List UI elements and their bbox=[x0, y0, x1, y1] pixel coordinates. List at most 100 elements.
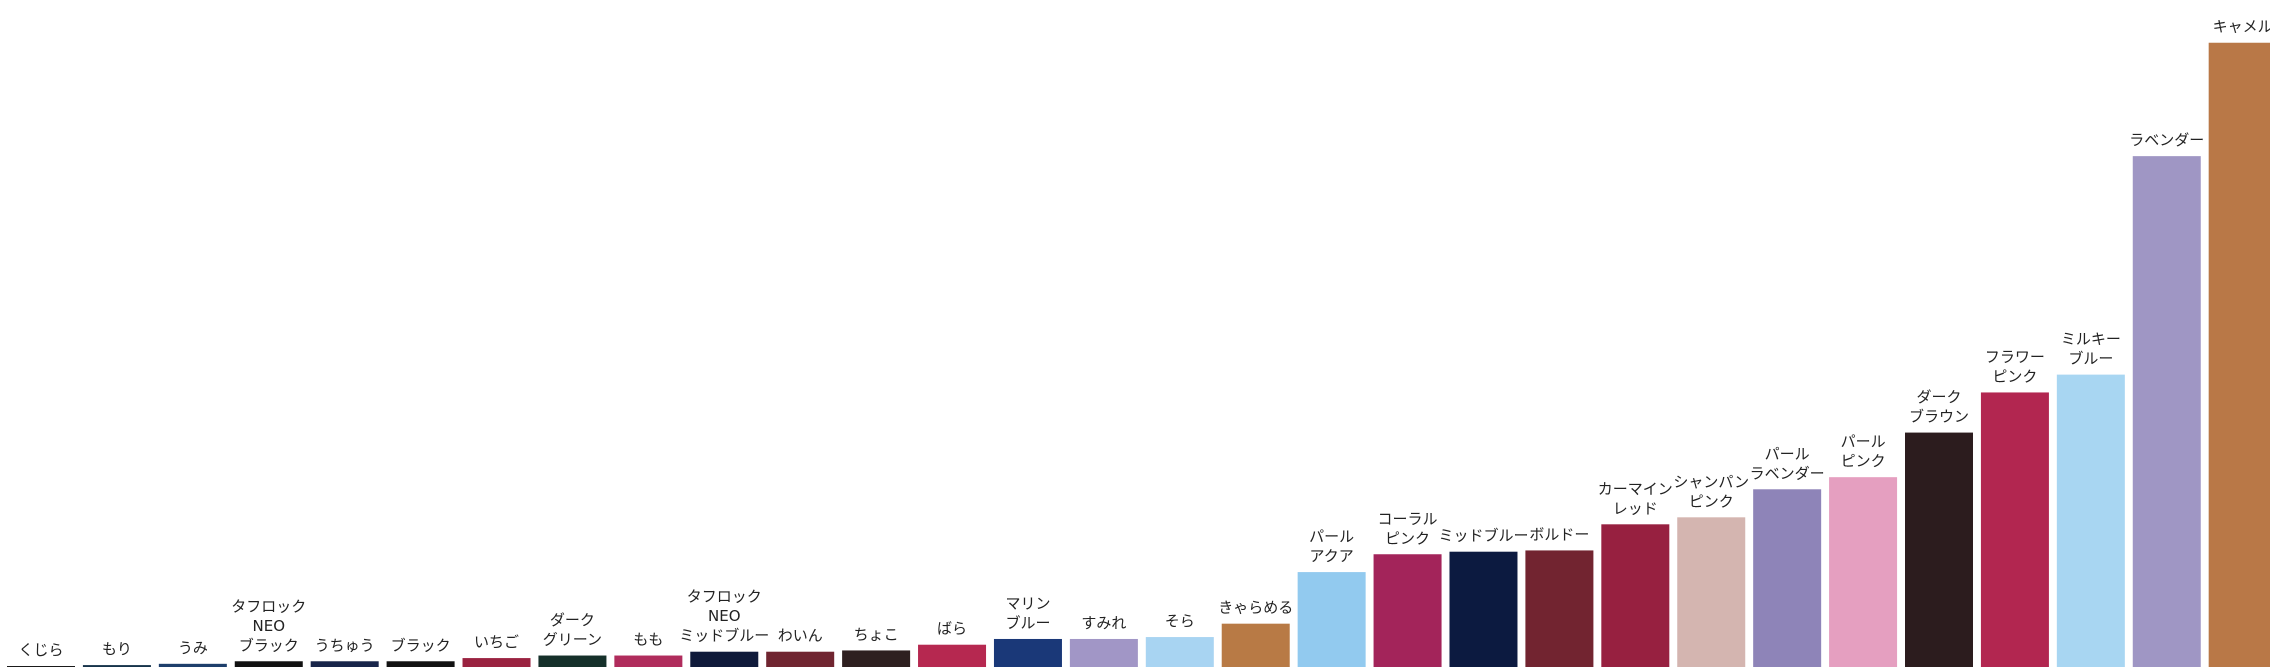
bar-label-26: フラワーピンク bbox=[1985, 348, 2045, 386]
bar-label-line: ばら bbox=[937, 620, 967, 638]
bar-3 bbox=[234, 661, 303, 667]
bar-label-line: NEO bbox=[253, 617, 286, 635]
bar-16 bbox=[1221, 623, 1290, 667]
bar-1 bbox=[82, 665, 151, 667]
bar-label-line: すみれ bbox=[1081, 614, 1126, 632]
bar-label-line: ピンク bbox=[1841, 452, 1886, 470]
bar-label-line: アクア bbox=[1310, 547, 1354, 565]
bar-label-line: マリン bbox=[1005, 594, 1050, 612]
bar-label-0: くじら bbox=[18, 641, 63, 659]
bar-label-line: ちょこ bbox=[854, 625, 899, 643]
bar-12 bbox=[918, 644, 987, 668]
bar-22 bbox=[1677, 517, 1746, 667]
bar-label-line: ボルドー bbox=[1529, 525, 1589, 543]
bar-label-7: ダークグリーン bbox=[543, 611, 602, 649]
bar-label-27: ミルキーブルー bbox=[2061, 330, 2121, 368]
bar-label-line: きゃらめる bbox=[1218, 599, 1293, 617]
bar-label-20: ボルドー bbox=[1529, 525, 1589, 543]
bar-label-line: もり bbox=[102, 640, 132, 658]
bar-label-14: すみれ bbox=[1081, 614, 1126, 632]
bar-label-24: パールピンク bbox=[1841, 433, 1886, 471]
bar-26 bbox=[1980, 392, 2049, 667]
bar-label-line: パール bbox=[1841, 433, 1886, 451]
bar-label-line: わいん bbox=[778, 627, 823, 645]
bar-label-line: もも bbox=[633, 631, 663, 649]
bar-4 bbox=[310, 661, 379, 667]
bar-label-10: わいん bbox=[778, 627, 823, 645]
bar-29 bbox=[2208, 42, 2270, 668]
bar-label-line: グリーン bbox=[543, 631, 602, 649]
bar-label-line: ブラック bbox=[391, 636, 451, 654]
bar-label-line: いちご bbox=[474, 633, 519, 651]
bar-label-3: タフロック NEO ブラック bbox=[231, 597, 306, 654]
bar-8 bbox=[614, 655, 683, 667]
bar-label-line: ピンク bbox=[1992, 367, 2037, 385]
bar-23 bbox=[1753, 489, 1822, 667]
bar-label-21: カーマインレッド bbox=[1598, 480, 1673, 518]
bar-label-line: フラワー bbox=[1985, 348, 2045, 366]
bar-17 bbox=[1297, 572, 1366, 667]
bar-11 bbox=[842, 650, 911, 667]
bar-label-1: もり bbox=[102, 640, 132, 658]
bar-9 bbox=[690, 651, 759, 667]
bar-14 bbox=[1069, 638, 1138, 667]
bar-19 bbox=[1449, 551, 1518, 667]
bar-label-line: カーマイン bbox=[1598, 480, 1673, 498]
bar-label-line: ブラウン bbox=[1909, 408, 1969, 426]
bar-label-line: ブラック bbox=[239, 636, 299, 654]
bar-label-line: ミッドブルー bbox=[679, 627, 769, 645]
bar-label-19: ミッドブルー bbox=[1438, 527, 1528, 545]
bars-group bbox=[7, 42, 2270, 668]
bar-label-25: ダークブラウン bbox=[1909, 388, 1969, 426]
bar-label-15: そら bbox=[1165, 612, 1195, 630]
bar-7 bbox=[538, 655, 607, 667]
bar-label-17: パールアクア bbox=[1309, 528, 1354, 566]
bar-label-line: くじら bbox=[18, 641, 63, 659]
bar-label-4: うちゅう bbox=[315, 636, 375, 654]
bar-label-line: ブルー bbox=[1005, 614, 1050, 632]
bar-label-line: ピンク bbox=[1385, 529, 1430, 547]
bar-label-line: パール bbox=[1309, 528, 1354, 546]
bar-label-line: ダーク bbox=[550, 611, 595, 629]
bar-label-11: ちょこ bbox=[854, 625, 899, 643]
bar-5 bbox=[386, 661, 455, 667]
bar-label-2: うみ bbox=[178, 639, 208, 657]
bar-20 bbox=[1525, 550, 1594, 667]
bar-label-line: シャンパン bbox=[1673, 473, 1749, 491]
bar-18 bbox=[1373, 554, 1442, 667]
bar-label-line: ラベンダー bbox=[2129, 131, 2204, 149]
bar-label-line: うちゅう bbox=[315, 636, 375, 654]
bar-label-23: パールラベンダー bbox=[1750, 445, 1825, 483]
bar-label-13: マリンブルー bbox=[1005, 594, 1050, 632]
bar-15 bbox=[1145, 637, 1214, 667]
bar-label-5: ブラック bbox=[391, 636, 451, 654]
bar-label-18: コーラルピンク bbox=[1378, 510, 1438, 548]
bar-6 bbox=[462, 658, 531, 667]
bar-21 bbox=[1601, 524, 1670, 667]
bar-27 bbox=[2056, 374, 2125, 667]
bar-label-line: キャメル bbox=[2213, 18, 2270, 36]
bar-label-line: タフロック bbox=[687, 588, 762, 606]
bar-label-line: ブルー bbox=[2068, 350, 2113, 368]
bar-label-9: タフロック NEO ミッドブルー bbox=[679, 588, 769, 645]
bar-label-line: うみ bbox=[178, 639, 208, 657]
bar-25 bbox=[1905, 432, 1973, 667]
bar-label-line: ミッドブルー bbox=[1438, 527, 1528, 545]
bar-label-28: ラベンダー bbox=[2129, 131, 2204, 149]
bar-label-6: いちご bbox=[474, 633, 519, 651]
bar-label-line: ダーク bbox=[1916, 388, 1961, 406]
bar-label-line: ピンク bbox=[1689, 492, 1734, 510]
bar-label-22: シャンパンピンク bbox=[1673, 473, 1749, 511]
bar-28 bbox=[2132, 156, 2201, 667]
bar-label-line: そら bbox=[1165, 612, 1195, 630]
bar-2 bbox=[158, 663, 227, 668]
bar-label-line: NEO bbox=[708, 607, 741, 625]
bar-label-29: キャメル bbox=[2213, 18, 2270, 36]
bar-label-line: パール bbox=[1765, 445, 1810, 463]
bar-label-12: ばら bbox=[937, 620, 967, 638]
bar-10 bbox=[766, 651, 835, 667]
bar-label-line: ミルキー bbox=[2061, 330, 2121, 348]
bar-label-line: タフロック bbox=[231, 597, 306, 615]
